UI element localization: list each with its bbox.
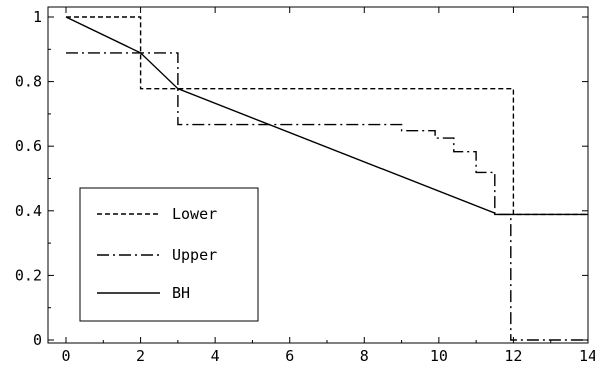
x-tick-label: 2 (136, 347, 145, 365)
legend-label-bh: BH (172, 284, 190, 302)
x-tick-label: 12 (504, 347, 522, 365)
series-layer (65, 16, 588, 341)
legend-label-lower: Lower (172, 205, 217, 223)
y-tick-label: 0.2 (15, 266, 42, 284)
x-tick-label: 0 (61, 347, 70, 365)
y-tick-label: 0.4 (15, 202, 42, 220)
y-tick-label: 0.8 (15, 73, 42, 91)
series-bh-line (65, 16, 588, 216)
x-tick-label: 8 (360, 347, 369, 365)
x-tick-label: 14 (579, 347, 595, 365)
axis-ticks: 0 2 4 6 8 10 12 14 0 0.2 0.4 0.6 0.8 1 (15, 7, 595, 365)
series-lower-line (66, 16, 588, 216)
y-tick-label: 0.6 (15, 137, 42, 155)
y-tick-label: 1 (33, 8, 42, 26)
y-tick-label: 0 (33, 331, 42, 349)
legend: Lower Upper BH (79, 187, 259, 322)
x-tick-label: 6 (285, 347, 294, 365)
legend-label-upper: Upper (172, 246, 217, 264)
x-tick-label: 10 (430, 347, 448, 365)
plot-frame (47, 6, 589, 344)
x-tick-label: 4 (211, 347, 220, 365)
legend-box (79, 187, 259, 322)
